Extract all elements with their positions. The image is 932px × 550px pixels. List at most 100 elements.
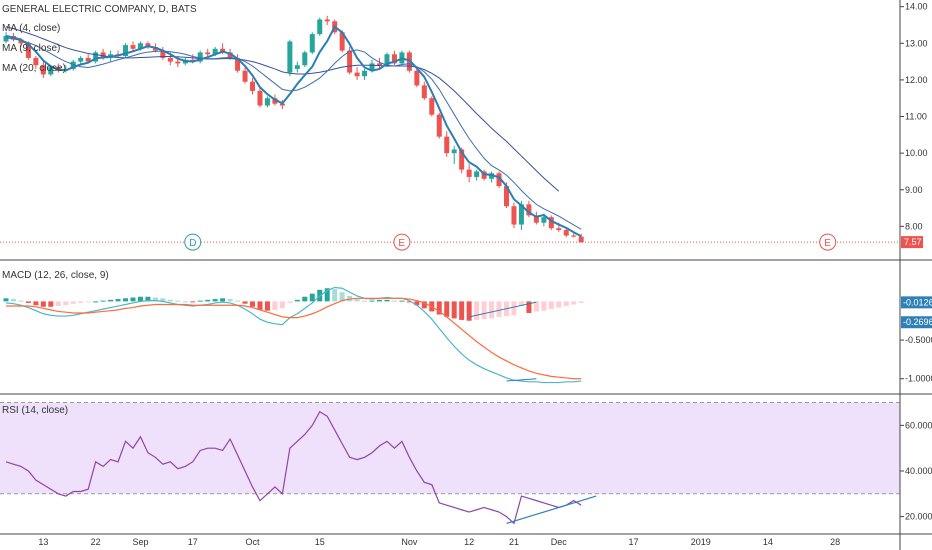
- macd-histogram-bar: [279, 301, 285, 309]
- candle-body: [347, 50, 353, 73]
- candle-body: [70, 61, 76, 69]
- candle-body: [384, 54, 390, 66]
- macd-histogram-bar: [406, 301, 412, 303]
- macd-histogram-bar: [220, 298, 226, 302]
- macd-histogram-bar: [287, 301, 293, 303]
- candle-body: [563, 230, 569, 236]
- macd-histogram-bar: [354, 299, 360, 302]
- candle-body: [354, 72, 360, 77]
- macd-histogram-bar: [332, 289, 338, 302]
- candle-body: [212, 48, 218, 55]
- macd-histogram-bar: [309, 293, 315, 302]
- macd-histogram-bar: [533, 301, 539, 312]
- macd-histogram-bar: [384, 299, 390, 302]
- x-tick-label: 13: [38, 537, 48, 547]
- rsi-band: [0, 402, 900, 494]
- y-tick-label: 60.0000: [905, 420, 932, 430]
- candle-body: [414, 70, 420, 86]
- ma4-legend[interactable]: MA (4, close): [2, 23, 61, 34]
- macd-histogram-bar: [108, 299, 114, 302]
- macd-histogram-bar: [10, 299, 16, 302]
- macd-histogram-bar: [563, 301, 569, 307]
- candle-body: [78, 57, 84, 62]
- macd-histogram-bar: [48, 301, 54, 307]
- y-tick-label: 8.00: [905, 221, 923, 231]
- ma9-legend[interactable]: MA (9, close): [2, 43, 61, 54]
- candle-body: [369, 63, 375, 71]
- macd-histogram-bar: [264, 301, 270, 311]
- macd-histogram-bar: [548, 301, 554, 310]
- candle-body: [571, 235, 577, 237]
- candle-body: [459, 149, 465, 170]
- y-tick-label: -1.0000: [905, 374, 932, 384]
- candle-body: [227, 52, 233, 58]
- candle-body: [205, 52, 211, 55]
- macd-histogram-bar: [496, 301, 502, 317]
- candle-body: [93, 52, 99, 62]
- candle-body: [391, 54, 397, 64]
- candle-body: [85, 57, 91, 62]
- candle-body: [578, 236, 584, 243]
- macd-histogram-bar: [511, 301, 517, 316]
- macd-legend[interactable]: MACD (12, 26, close, 9): [2, 270, 109, 281]
- event-marker-label: E: [824, 238, 831, 249]
- candle-body: [175, 61, 181, 64]
- macd-histogram-bar: [377, 299, 382, 302]
- y-tick-label: 9.00: [905, 185, 923, 195]
- candle-body: [272, 98, 278, 104]
- candle-body: [123, 45, 129, 57]
- candle-body: [48, 67, 54, 75]
- candle-body: [511, 206, 517, 225]
- candle-body: [429, 98, 435, 115]
- macd-histogram-bar: [197, 300, 203, 302]
- macd-histogram-bar: [40, 301, 46, 307]
- candle-body: [324, 19, 330, 22]
- y-tick-label: 11.00: [905, 112, 927, 122]
- macd-histogram-bar: [578, 301, 584, 303]
- macd-histogram-bar: [474, 301, 480, 320]
- last-price-box: [901, 236, 923, 249]
- x-tick-label: 21: [509, 537, 519, 547]
- macd-histogram-bar: [145, 296, 151, 302]
- macd-histogram-bar: [556, 301, 562, 308]
- macd-histogram-bar: [78, 301, 84, 303]
- macd-histogram-bar: [250, 301, 256, 307]
- y-tick-label: 14.00: [905, 2, 928, 12]
- macd-histogram-bar: [227, 299, 233, 302]
- candle-body: [302, 52, 308, 66]
- candle-body: [33, 57, 39, 66]
- candle-body: [474, 171, 480, 177]
- candle-body: [481, 171, 487, 179]
- candle-body: [257, 90, 263, 106]
- macd-histogram-bar: [451, 301, 457, 319]
- rsi-divergence-line: [506, 495, 597, 525]
- y-tick-label: 13.00: [905, 38, 928, 48]
- x-tick-label: Nov: [401, 537, 418, 547]
- x-tick-label: 17: [628, 537, 638, 547]
- macd-histogram-bar: [70, 301, 76, 304]
- candle-body: [548, 217, 554, 229]
- macd-histogram-bar: [571, 301, 577, 305]
- candle-body: [220, 48, 226, 53]
- candle-body: [541, 217, 547, 223]
- last-price-label: 7.57: [904, 237, 922, 247]
- candle-body: [556, 228, 562, 231]
- macd-histogram-bar: [33, 301, 39, 306]
- macd-histogram-bar: [130, 297, 136, 302]
- y-tick-label: 40.0000: [905, 466, 932, 476]
- candle-body: [377, 63, 382, 66]
- candle-body: [25, 43, 31, 58]
- x-tick-label: 17: [188, 537, 198, 547]
- candle-body: [421, 85, 427, 99]
- macd-histogram-bar: [339, 292, 345, 302]
- x-tick-label: 22: [91, 537, 101, 547]
- macd-histogram-bar: [63, 301, 69, 306]
- ma20-legend[interactable]: MA (20, close): [2, 63, 66, 74]
- x-tick-label: 14: [763, 537, 773, 547]
- macd-histogram-bar: [421, 301, 427, 309]
- rsi-legend[interactable]: RSI (14, close): [2, 405, 69, 416]
- macd-histogram-bar: [294, 299, 300, 302]
- candle-body: [526, 204, 532, 216]
- candle-body: [362, 70, 368, 77]
